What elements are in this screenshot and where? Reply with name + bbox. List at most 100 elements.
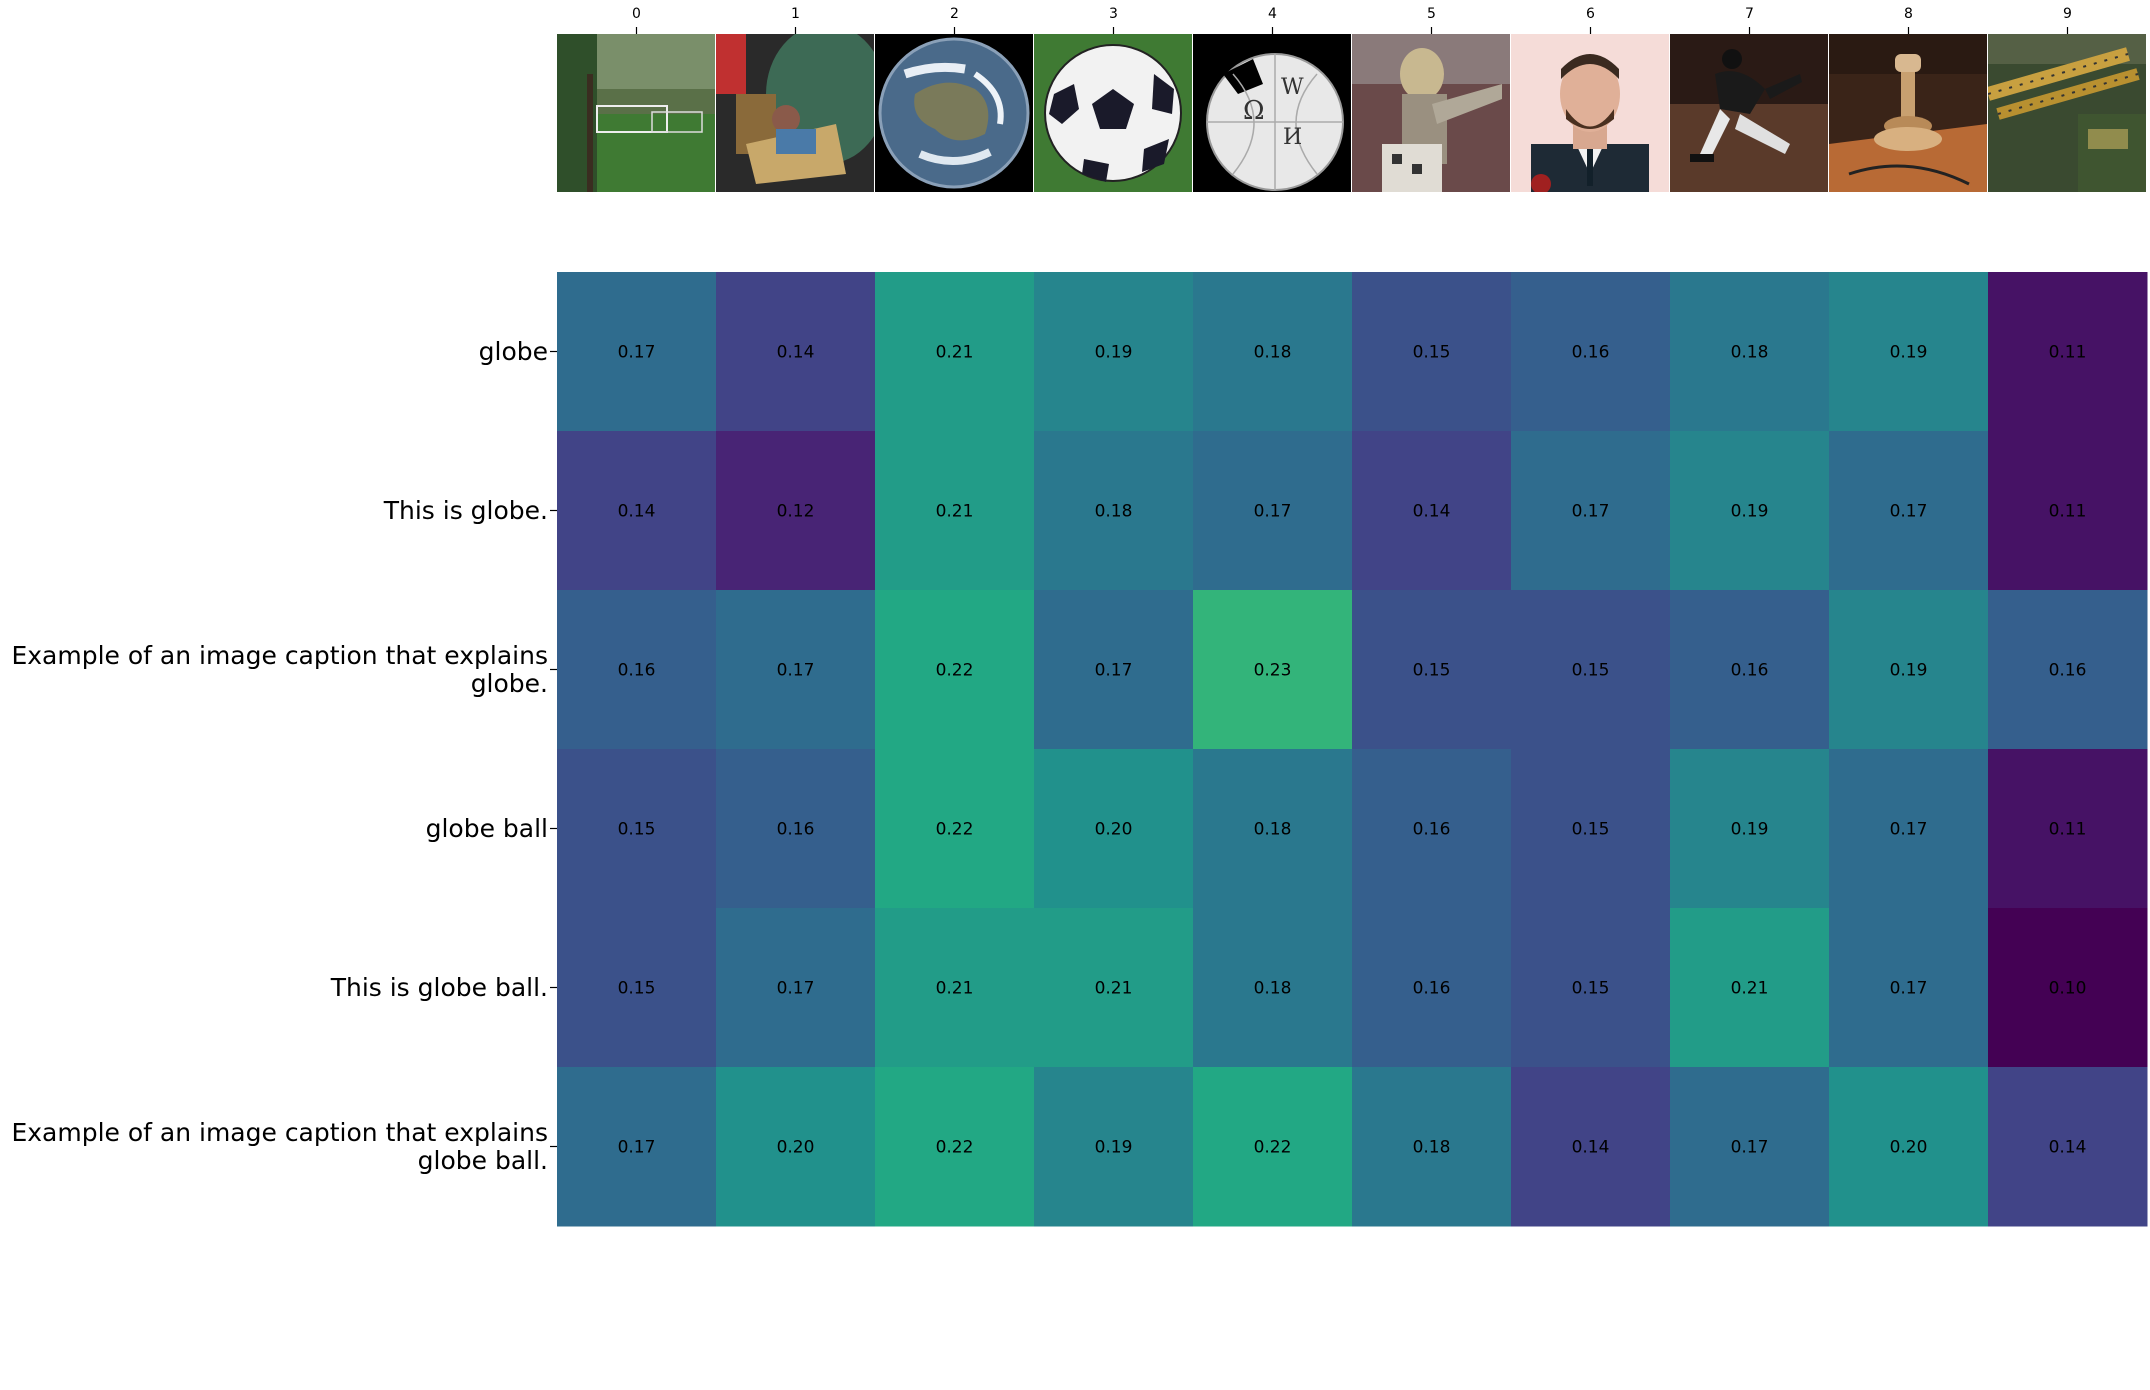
heatmap-cell	[1988, 272, 2148, 432]
heatmap-cell	[1988, 431, 2148, 591]
knight-armor-photo	[1352, 34, 1510, 192]
ammunition-belt-photo	[1988, 34, 2146, 192]
cell-value-label: 0.17	[777, 661, 815, 681]
heatmap-cell	[1670, 1067, 1830, 1227]
cell-value-label: 0.20	[777, 1138, 815, 1158]
cell-value-label: 0.15	[1572, 979, 1610, 999]
heatmap-cell	[875, 431, 1035, 591]
cell-value-label: 0.11	[2049, 820, 2087, 840]
cell-value-label: 0.19	[1095, 343, 1133, 363]
cell-value-label: 0.21	[1095, 979, 1133, 999]
cell-value-label: 0.10	[2049, 979, 2087, 999]
x-tick-label: 3	[1109, 6, 1118, 22]
cell-value-label: 0.16	[1731, 661, 1769, 681]
heatmap-cell	[1193, 908, 1353, 1068]
cell-value-label: 0.14	[1413, 502, 1451, 522]
heatmap-cell	[557, 908, 717, 1068]
heatmap-cell	[716, 431, 876, 591]
heatmap-cell	[557, 1067, 717, 1227]
heatmap-cell	[1511, 908, 1671, 1068]
heatmap-cell	[1034, 1067, 1194, 1227]
heatmap-cell	[1034, 908, 1194, 1068]
cell-value-label: 0.17	[1890, 979, 1928, 999]
heatmap-cell	[557, 749, 717, 909]
heatmap-cell	[716, 908, 876, 1068]
cell-value-label: 0.14	[2049, 1138, 2087, 1158]
heatmap-cell	[1829, 1067, 1989, 1227]
cell-value-label: 0.17	[1731, 1138, 1769, 1158]
x-tick-label: 8	[1904, 6, 1913, 22]
y-tick-label: This is globe.	[383, 495, 548, 525]
heatmap-cell	[557, 431, 717, 591]
x-tick-label: 1	[791, 6, 800, 22]
x-tick-label: 4	[1268, 6, 1277, 22]
amusement-ride-photo	[716, 34, 874, 192]
cell-value-label: 0.18	[1731, 343, 1769, 363]
cell-value-label: 0.19	[1731, 820, 1769, 840]
baseball-pitcher-photo	[1670, 34, 1828, 192]
heatmap-cell	[1193, 590, 1353, 750]
cell-value-label: 0.18	[1254, 979, 1292, 999]
heatmap-cell	[1670, 431, 1830, 591]
heatmap-cell	[875, 590, 1035, 750]
cell-value-label: 0.15	[1413, 661, 1451, 681]
cell-value-label: 0.20	[1095, 820, 1133, 840]
cell-value-label: 0.19	[1731, 502, 1769, 522]
cell-value-label: 0.22	[936, 1138, 974, 1158]
x-tick-label: 6	[1586, 6, 1595, 22]
heatmap-cell	[1988, 590, 2148, 750]
heatmap-cell	[1034, 431, 1194, 591]
cell-value-label: 0.19	[1095, 1138, 1133, 1158]
cell-value-label: 0.14	[618, 502, 656, 522]
cell-value-label: 0.12	[777, 502, 815, 522]
heatmap-cell	[1034, 272, 1194, 432]
soccer-ball-photo	[1034, 34, 1192, 192]
heatmap-cell	[1988, 749, 2148, 909]
cell-value-label: 0.17	[1254, 502, 1292, 522]
heatmap-cell	[1511, 431, 1671, 591]
heatmap-cell	[1670, 749, 1830, 909]
heatmap-cell	[1352, 590, 1512, 750]
heatmap-cell	[1193, 431, 1353, 591]
heatmap-cell	[1352, 749, 1512, 909]
cell-value-label: 0.21	[1731, 979, 1769, 999]
cell-value-label: 0.22	[936, 820, 974, 840]
heatmap-cell	[1988, 1067, 2148, 1227]
cell-value-label: 0.17	[618, 1138, 656, 1158]
heatmap-cell	[716, 749, 876, 909]
heatmap-cell	[716, 272, 876, 432]
cell-value-label: 0.11	[2049, 343, 2087, 363]
x-tick-label: 7	[1745, 6, 1754, 22]
heatmap-cell	[875, 272, 1035, 432]
cell-value-label: 0.16	[1413, 820, 1451, 840]
heatmap-cell	[875, 749, 1035, 909]
heatmap-cell	[1034, 749, 1194, 909]
cell-value-label: 0.15	[618, 820, 656, 840]
heatmap-cell	[1829, 590, 1989, 750]
y-tick-label: This is globe ball.	[330, 972, 548, 1002]
man-in-suit-portrait	[1511, 34, 1669, 192]
cell-value-label: 0.17	[1890, 502, 1928, 522]
heatmap-cell	[1829, 431, 1989, 591]
heatmap-cell	[1352, 908, 1512, 1068]
cell-value-label: 0.22	[936, 661, 974, 681]
heatmap-cell	[716, 1067, 876, 1227]
heatmap-cell	[557, 272, 717, 432]
heatmap-cell	[716, 590, 876, 750]
svg-text:W: W	[1281, 75, 1304, 100]
cell-value-label: 0.15	[1572, 820, 1610, 840]
x-tick-label: 0	[632, 6, 641, 22]
cell-value-label: 0.19	[1890, 343, 1928, 363]
svg-text:И: И	[1283, 125, 1302, 150]
wooden-lamp-photo	[1829, 34, 1987, 192]
cell-value-label: 0.19	[1890, 661, 1928, 681]
heatmap-cell	[875, 908, 1035, 1068]
svg-text:Ω: Ω	[1243, 96, 1265, 126]
heatmap-cell	[1193, 272, 1353, 432]
heatmap-cell	[1511, 590, 1671, 750]
cell-value-label: 0.17	[1095, 661, 1133, 681]
y-tick-label: Example of an image caption that explain…	[11, 1117, 548, 1175]
cell-value-label: 0.22	[1254, 1138, 1292, 1158]
cell-value-label: 0.18	[1254, 820, 1292, 840]
